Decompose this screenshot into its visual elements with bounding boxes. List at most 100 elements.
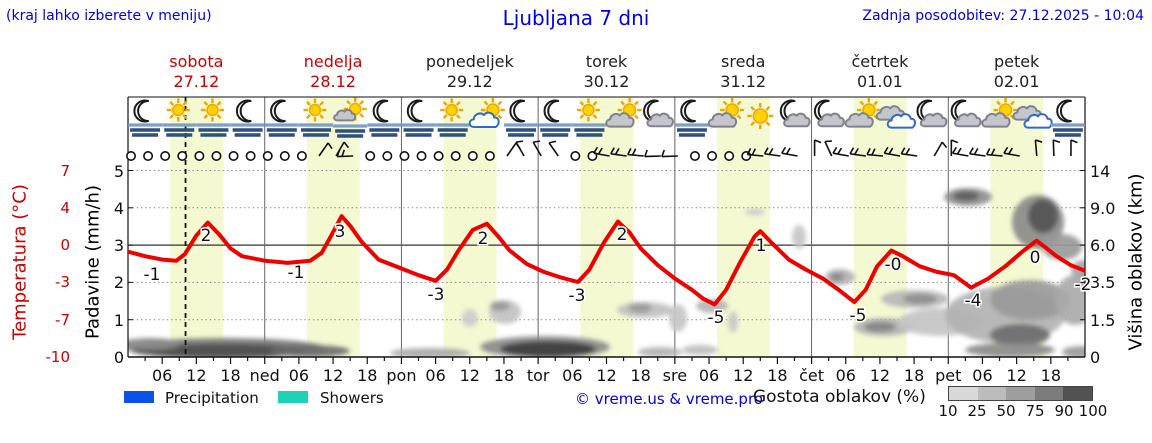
wind-calm-icon	[228, 151, 239, 162]
cloud-scale-tick: 50	[996, 402, 1016, 420]
wind-calm-icon	[467, 151, 478, 162]
day-date: 29.12	[446, 72, 493, 91]
cloud-scale-tick: 75	[1025, 402, 1045, 420]
temp-tick: 0	[60, 236, 70, 255]
wind-barb-icon	[1003, 146, 1020, 157]
wind-calm-icon	[450, 151, 461, 162]
temp-tick: -10	[45, 348, 71, 366]
wind-barb-icon	[548, 140, 559, 157]
sun-fog-icon	[435, 98, 470, 137]
x-hour-tick: 12	[596, 366, 617, 385]
day-date: 27.12	[173, 72, 220, 91]
wind-calm-icon	[741, 151, 752, 162]
wind-barb-icon	[883, 146, 901, 157]
page-title: Ljubljana 7 dni	[502, 6, 650, 30]
sun-fog-icon	[162, 98, 197, 137]
wind-barb-icon	[900, 147, 918, 157]
wind-barb-icon	[661, 149, 678, 158]
wind-barb-icon	[832, 146, 849, 157]
x-hour-tick: 18	[1040, 366, 1061, 385]
wind-calm-icon	[160, 151, 171, 162]
moon-fog-icon	[504, 99, 539, 137]
x-hour-tick: 18	[767, 366, 788, 385]
sun-graycloud-icon	[981, 98, 1018, 128]
wind-barbs-row	[126, 139, 1078, 162]
wind-barb-icon	[610, 147, 627, 157]
cloud-scale-tick: 90	[1054, 402, 1074, 420]
wind-calm-icon	[296, 151, 307, 162]
moon-fog-icon	[230, 99, 265, 137]
day-date: 01.01	[857, 72, 903, 91]
cloud-tick: 1.5	[1090, 310, 1116, 330]
x-hour-tick: 06	[151, 366, 173, 385]
sun-fog-icon	[572, 98, 607, 137]
moon-fog-icon	[674, 99, 709, 137]
daylight-bands	[170, 97, 1044, 357]
clouds-icon	[875, 105, 916, 129]
temperature-curve	[128, 214, 1085, 307]
wind-calm-icon	[365, 151, 376, 162]
wind-barb-icon	[1070, 139, 1078, 156]
wind-calm-icon	[399, 151, 410, 162]
temp-point-label: 1	[756, 236, 767, 256]
day-name: sreda	[721, 52, 766, 71]
day-date: 02.01	[993, 72, 1040, 91]
wind-barb-icon	[336, 149, 354, 158]
day-name: nedelja	[303, 52, 363, 71]
x-day-tick: pet	[935, 366, 962, 385]
temp-tick: 7	[60, 161, 70, 180]
moon-cloud-icon	[814, 99, 845, 128]
wind-barb-icon	[515, 140, 525, 157]
wind-barb-icon	[849, 147, 866, 157]
wind-barb-icon	[746, 147, 764, 157]
cloud-tick: 3.5	[1090, 273, 1116, 293]
wind-calm-icon	[707, 151, 718, 162]
day-date: 30.12	[583, 72, 630, 91]
precip-tick: 3	[113, 236, 124, 256]
weather-icons-row	[128, 97, 1085, 138]
wind-calm-icon	[570, 151, 581, 162]
wind-calm-icon	[245, 151, 256, 162]
temp-point-label: 2	[478, 229, 489, 249]
wind-barb-icon	[644, 149, 661, 158]
wind-barb-icon	[627, 147, 644, 157]
temp-point-label: -2	[1075, 275, 1092, 295]
copyright-link[interactable]: © vreme.us & vreme.pro	[575, 390, 763, 408]
temp-point-label: -5	[708, 308, 725, 328]
temp-point-label: 0	[1030, 248, 1041, 268]
wind-barb-icon	[763, 147, 781, 157]
precip-tick: 0	[113, 348, 124, 367]
x-hour-tick: 12	[1006, 366, 1027, 385]
x-day-tick: čet	[799, 366, 825, 385]
suncloud-fog-icon	[333, 97, 368, 138]
clouds-icon	[1012, 105, 1053, 129]
temp-point-label: -5	[850, 306, 867, 326]
wind-barb-icon	[985, 147, 1003, 157]
wind-barb-icon	[1052, 139, 1061, 157]
temp-tick: -3	[55, 273, 70, 292]
sun-icon	[747, 103, 774, 129]
sun-fog-icon	[196, 98, 231, 137]
cloud-tick: 0	[1090, 348, 1101, 367]
x-day-tick: sre	[662, 366, 688, 385]
temp-point-label: -3	[569, 286, 586, 306]
wind-barb-icon	[532, 140, 542, 157]
x-hour-tick: 06	[562, 366, 583, 385]
x-hour-tick: 12	[869, 366, 891, 385]
day-date: 28.12	[310, 72, 356, 91]
x-day-tick: pon	[386, 366, 417, 385]
day-name: četrtek	[851, 52, 909, 71]
wind-barb-icon	[781, 146, 798, 157]
precip-tick: 5	[113, 161, 124, 181]
moon-fog-icon	[264, 99, 299, 137]
temp-point-label: 2	[617, 225, 628, 245]
precip-tick: 1	[113, 310, 124, 330]
sun-graycloud-icon	[707, 98, 745, 128]
x-hour-tick: 06	[425, 366, 446, 385]
cloud-density-scale-bar	[948, 386, 1093, 401]
cloud-tick: 6.0	[1090, 236, 1116, 256]
wind-calm-icon	[382, 151, 393, 162]
precipitation-swatch	[124, 391, 154, 403]
temp-point-label: 2	[201, 226, 212, 246]
last-update-text: Zadnja posodobitev: 27.12.2025 - 10:04	[862, 8, 1144, 24]
